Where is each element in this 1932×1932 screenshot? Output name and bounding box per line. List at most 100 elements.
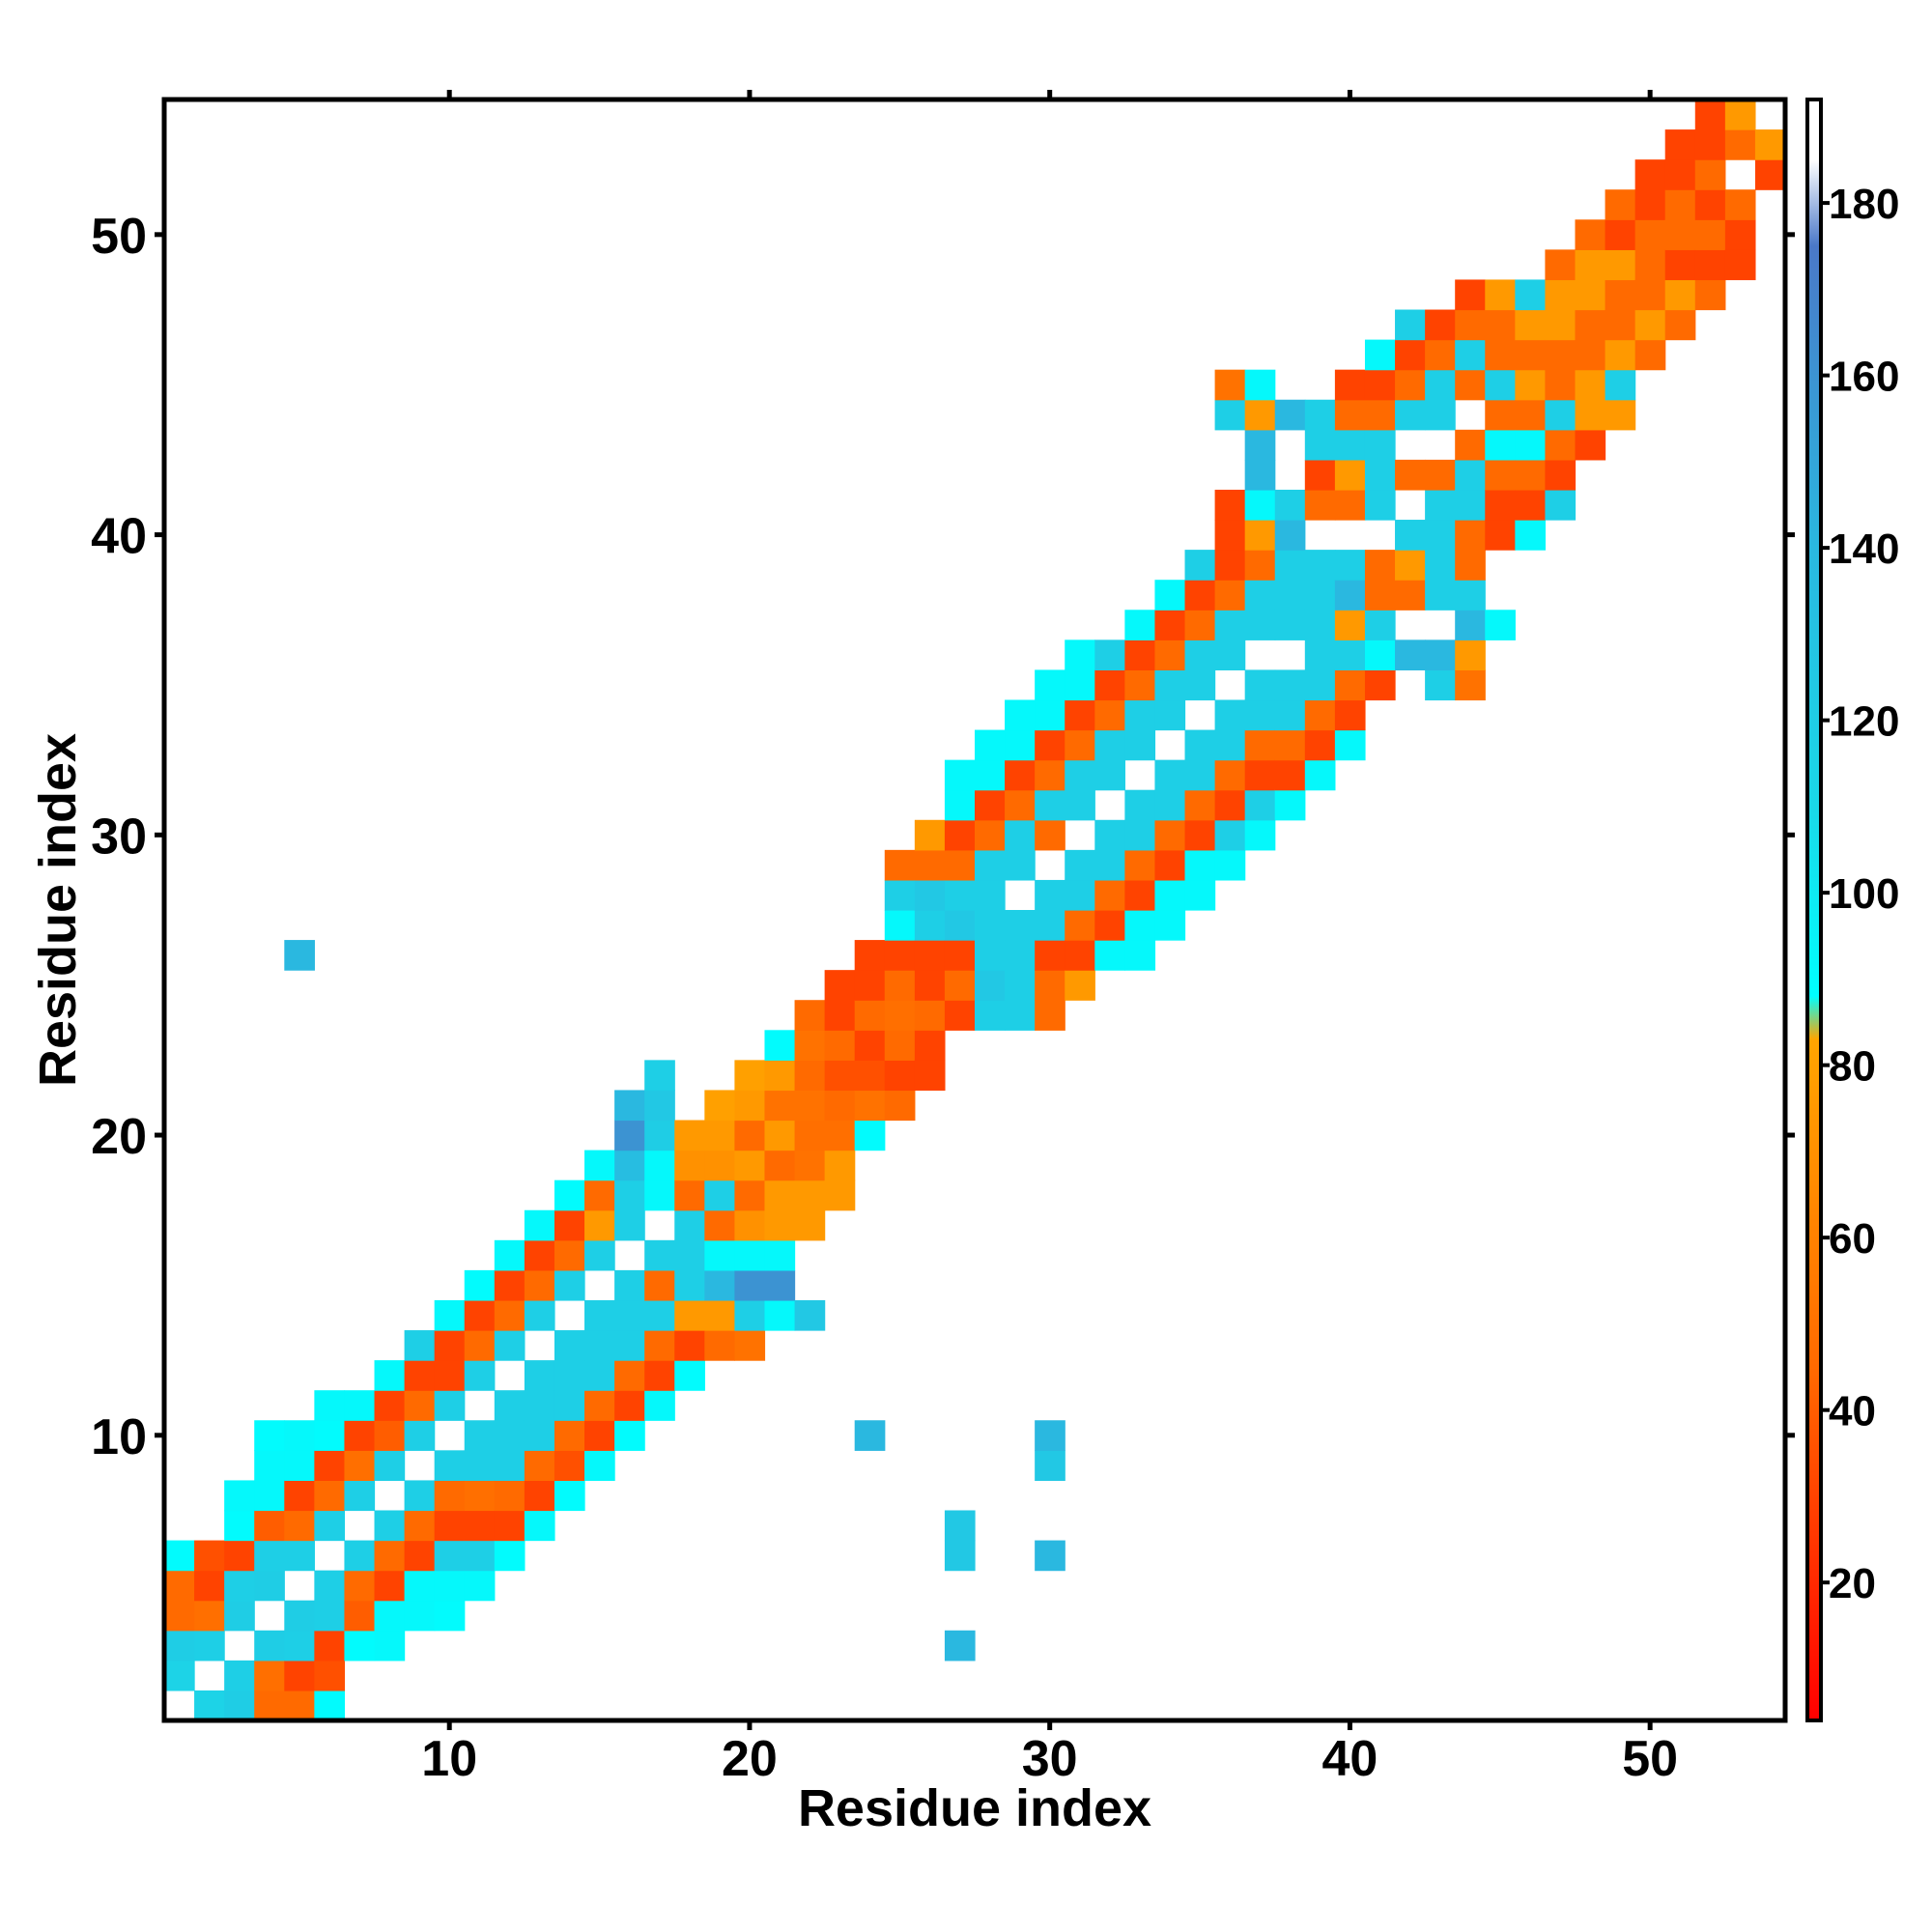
heatmap-cell — [1455, 369, 1486, 401]
heatmap-cell — [344, 1570, 376, 1602]
heatmap-cells — [164, 99, 1786, 1721]
heatmap-cell — [434, 1390, 466, 1421]
heatmap-cell — [494, 1540, 526, 1572]
colorbar: 20 40 60 80 100 120 140 160 180 — [1805, 98, 1899, 1722]
heatmap-cell — [1364, 639, 1396, 670]
heatmap-cell — [734, 1120, 766, 1151]
y-tick-label: 10 — [91, 1409, 147, 1465]
heatmap-cell — [554, 1209, 585, 1241]
heatmap-cell — [464, 1480, 496, 1512]
heatmap-cell — [494, 1480, 526, 1512]
heatmap-cell — [1005, 729, 1036, 761]
heatmap-cell — [944, 970, 976, 1001]
heatmap-cell — [914, 849, 946, 881]
heatmap-cell — [1545, 309, 1577, 341]
heatmap-cell — [944, 1000, 976, 1031]
heatmap-cell — [1364, 610, 1396, 640]
heatmap-cell — [404, 1600, 436, 1632]
heatmap-cell — [644, 1090, 675, 1122]
heatmap-cell — [854, 1090, 886, 1122]
heatmap-cell — [1575, 429, 1606, 461]
heatmap-cell — [1605, 279, 1636, 311]
heatmap-cell — [944, 879, 976, 911]
heatmap-cell — [344, 1420, 376, 1451]
heatmap-cell — [1035, 789, 1065, 821]
heatmap-cell — [374, 1390, 406, 1421]
heatmap-cell — [1545, 489, 1577, 521]
heatmap-cell — [884, 1060, 916, 1092]
heatmap-cell — [1364, 489, 1396, 521]
colorbar-ticks: 20 40 60 80 100 120 140 160 180 — [1821, 181, 1899, 1607]
heatmap-cell — [1094, 759, 1125, 791]
heatmap-cell — [1485, 520, 1516, 551]
heatmap-cell — [1395, 309, 1426, 341]
heatmap-cell — [734, 1330, 766, 1361]
heatmap-cell — [944, 1630, 976, 1662]
x-axis: 10 20 30 40 50 — [421, 90, 1678, 1787]
heatmap-cell — [1605, 219, 1636, 250]
heatmap-cell — [1154, 910, 1186, 941]
heatmap-cell — [674, 1150, 705, 1181]
heatmap-cell — [1485, 399, 1516, 431]
heatmap-cell — [224, 1540, 255, 1572]
colorbar-tick-label: 20 — [1829, 1560, 1876, 1607]
heatmap-cell — [914, 1030, 946, 1061]
heatmap-cell — [1124, 849, 1156, 881]
heatmap-cell — [1244, 369, 1276, 401]
heatmap-cell — [584, 1450, 615, 1481]
heatmap-cell — [1425, 489, 1456, 521]
heatmap-cell — [1455, 639, 1486, 670]
heatmap-cell — [524, 1420, 555, 1451]
heatmap-cell — [1754, 129, 1786, 160]
heatmap-cell — [1154, 610, 1186, 640]
heatmap-cell — [494, 1299, 526, 1331]
heatmap-cell — [1274, 669, 1306, 701]
heatmap-cell — [1364, 429, 1396, 461]
heatmap-cell — [554, 1239, 585, 1271]
heatmap-cell — [674, 1299, 705, 1331]
heatmap-cell — [1304, 759, 1336, 791]
heatmap-cell — [344, 1480, 376, 1512]
heatmap-cell — [1065, 699, 1095, 731]
heatmap-cell — [164, 1600, 195, 1632]
heatmap-cell — [224, 1510, 255, 1542]
heatmap-cell — [1364, 399, 1396, 431]
heatmap-cell — [284, 1540, 315, 1572]
heatmap-cell — [1334, 399, 1366, 431]
heatmap-cell — [1154, 699, 1186, 731]
heatmap-cell — [1065, 879, 1095, 911]
heatmap-cell — [944, 910, 976, 941]
heatmap-cell — [1694, 99, 1726, 130]
heatmap-cell — [824, 1000, 856, 1031]
heatmap-cell — [1244, 399, 1276, 431]
heatmap-cell — [1334, 369, 1366, 401]
heatmap-cell — [1094, 729, 1125, 761]
heatmap-cell — [1334, 639, 1366, 670]
heatmap-cell — [1214, 699, 1246, 731]
heatmap-cell — [374, 1540, 406, 1572]
heatmap-cell — [824, 970, 856, 1001]
heatmap-cell — [584, 1209, 615, 1241]
heatmap-cell — [1154, 580, 1186, 611]
heatmap-cell — [1545, 429, 1577, 461]
heatmap-cell — [1274, 580, 1306, 611]
heatmap-cell — [854, 1120, 886, 1151]
heatmap-cell — [1065, 639, 1095, 670]
heatmap-cell — [524, 1299, 555, 1331]
heatmap-cell — [554, 1480, 585, 1512]
heatmap-cell — [254, 1660, 285, 1691]
heatmap-cell — [1485, 489, 1516, 521]
x-tick-label: 50 — [1622, 1731, 1678, 1787]
heatmap-cell — [404, 1330, 436, 1361]
heatmap-cell — [464, 1299, 496, 1331]
heatmap-cell — [494, 1390, 526, 1421]
heatmap-cell — [704, 1179, 735, 1211]
heatmap-cell — [254, 1450, 285, 1481]
heatmap-cell — [584, 1420, 615, 1451]
heatmap-cell — [1274, 759, 1306, 791]
heatmap-cell — [1545, 279, 1577, 311]
heatmap-cell — [1694, 159, 1726, 190]
heatmap-cell — [1214, 550, 1246, 581]
heatmap-cell — [524, 1480, 555, 1512]
heatmap-cell — [1545, 339, 1577, 371]
